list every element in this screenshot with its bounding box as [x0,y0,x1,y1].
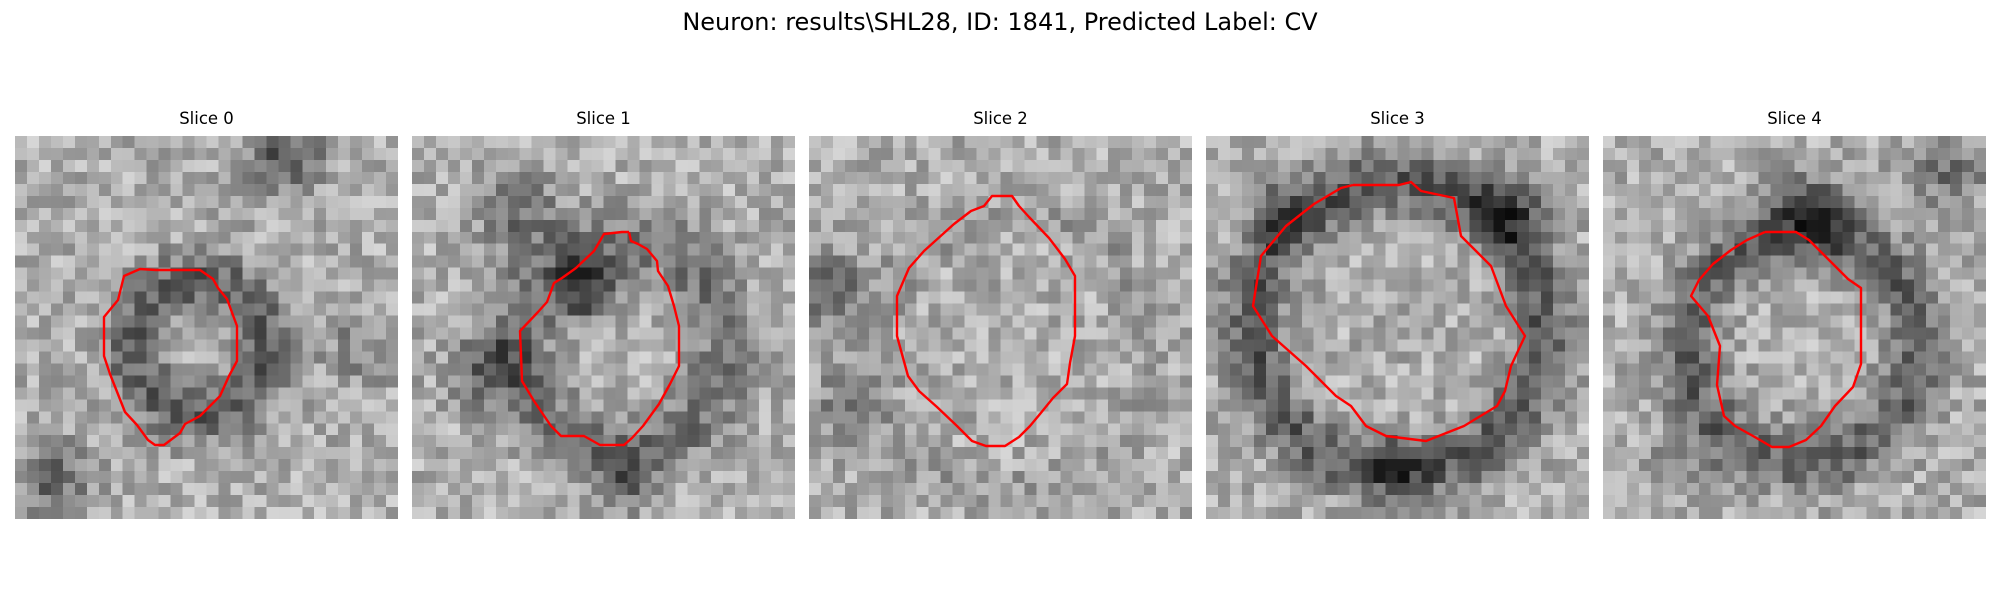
slice-title: Slice 3 [1370,109,1425,128]
contour-line [895,194,1077,448]
segmentation-contour [895,194,1077,448]
segmentation-contour [1689,230,1863,449]
slice-image [15,136,398,519]
segmentation-contour [518,230,681,447]
contour-line [1251,180,1527,443]
slice-image [1206,136,1589,519]
slice-title: Slice 0 [179,109,234,128]
segmentation-contour [1251,180,1527,443]
slice-title: Slice 2 [973,109,1028,128]
contour-line [1689,230,1863,449]
slice-title: Slice 1 [576,109,631,128]
figure-title: Neuron: results\SHL28, ID: 1841, Predict… [682,8,1318,36]
slice-image [412,136,795,519]
contour-line [102,267,239,447]
segmentation-contour [102,267,239,447]
slice-image [809,136,1192,519]
slice-image [1603,136,1986,519]
slice-title: Slice 4 [1767,109,1822,128]
contour-line [518,230,681,447]
